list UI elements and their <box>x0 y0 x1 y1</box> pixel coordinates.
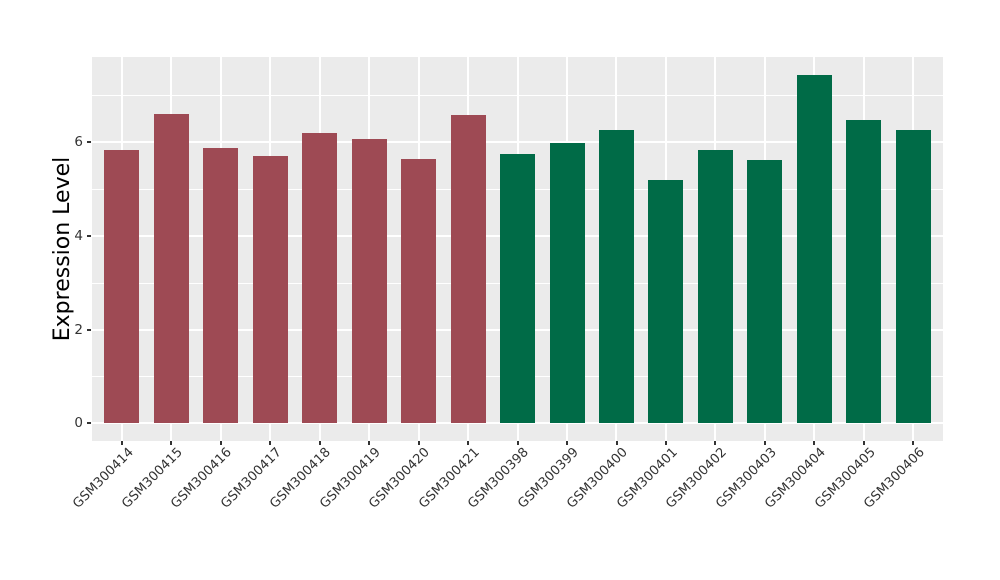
bar-GSM300402 <box>697 149 733 424</box>
gridline-major-y-6 <box>92 141 943 143</box>
bar-GSM300415 <box>153 114 189 424</box>
y-axis-title: Expression Level <box>50 156 75 342</box>
y-tickmark-0 <box>87 422 91 425</box>
x-tickmark-GSM300415 <box>170 441 173 445</box>
x-tickmark-GSM300421 <box>467 441 469 445</box>
x-tickmark-GSM300418 <box>318 441 321 445</box>
bar-GSM300416 <box>203 148 239 424</box>
x-tickmark-GSM300399 <box>566 441 568 445</box>
x-tickmark-GSM300400 <box>615 441 618 445</box>
x-tickmark-GSM300406 <box>912 441 915 445</box>
x-tickmark-GSM300414 <box>120 441 123 445</box>
x-tickmark-GSM300419 <box>368 441 371 445</box>
x-tickmark-GSM300402 <box>714 441 717 445</box>
y-tickmark-6 <box>87 141 91 143</box>
bar-GSM300405 <box>846 120 882 424</box>
x-tickmark-GSM300420 <box>417 441 420 445</box>
bar-GSM300406 <box>895 129 931 424</box>
bar-GSM300414 <box>104 150 140 424</box>
y-tick-label-0: 0 <box>74 415 83 432</box>
x-tickmark-GSM300403 <box>763 441 766 445</box>
x-tickmark-GSM300401 <box>664 441 667 445</box>
gridline-minor-y-7 <box>92 95 943 97</box>
plot-panel <box>92 57 943 441</box>
y-tick-label-4: 4 <box>74 227 83 244</box>
y-tickmark-4 <box>87 234 91 237</box>
x-tickmark-GSM300417 <box>269 441 272 445</box>
x-tickmark-GSM300405 <box>862 441 865 445</box>
bar-GSM300417 <box>252 156 288 424</box>
bar-GSM300418 <box>302 133 338 424</box>
bar-GSM300398 <box>500 153 535 424</box>
bar-GSM300420 <box>401 158 437 424</box>
y-tick-label-6: 6 <box>74 134 83 150</box>
y-tick-label-2: 2 <box>74 321 83 338</box>
bar-GSM300403 <box>747 159 783 424</box>
bar-GSM300419 <box>351 139 387 424</box>
bar-GSM300399 <box>549 143 585 424</box>
bar-GSM300400 <box>599 129 634 424</box>
x-tickmark-GSM300416 <box>219 441 222 445</box>
y-tickmark-2 <box>87 328 91 331</box>
bar-GSM300404 <box>796 74 832 424</box>
x-tickmark-GSM300404 <box>813 441 816 445</box>
bar-GSM300401 <box>648 180 684 424</box>
bar-GSM300421 <box>450 114 486 424</box>
gridline-major-y-0 <box>92 422 943 425</box>
x-tickmark-GSM300398 <box>516 441 519 445</box>
